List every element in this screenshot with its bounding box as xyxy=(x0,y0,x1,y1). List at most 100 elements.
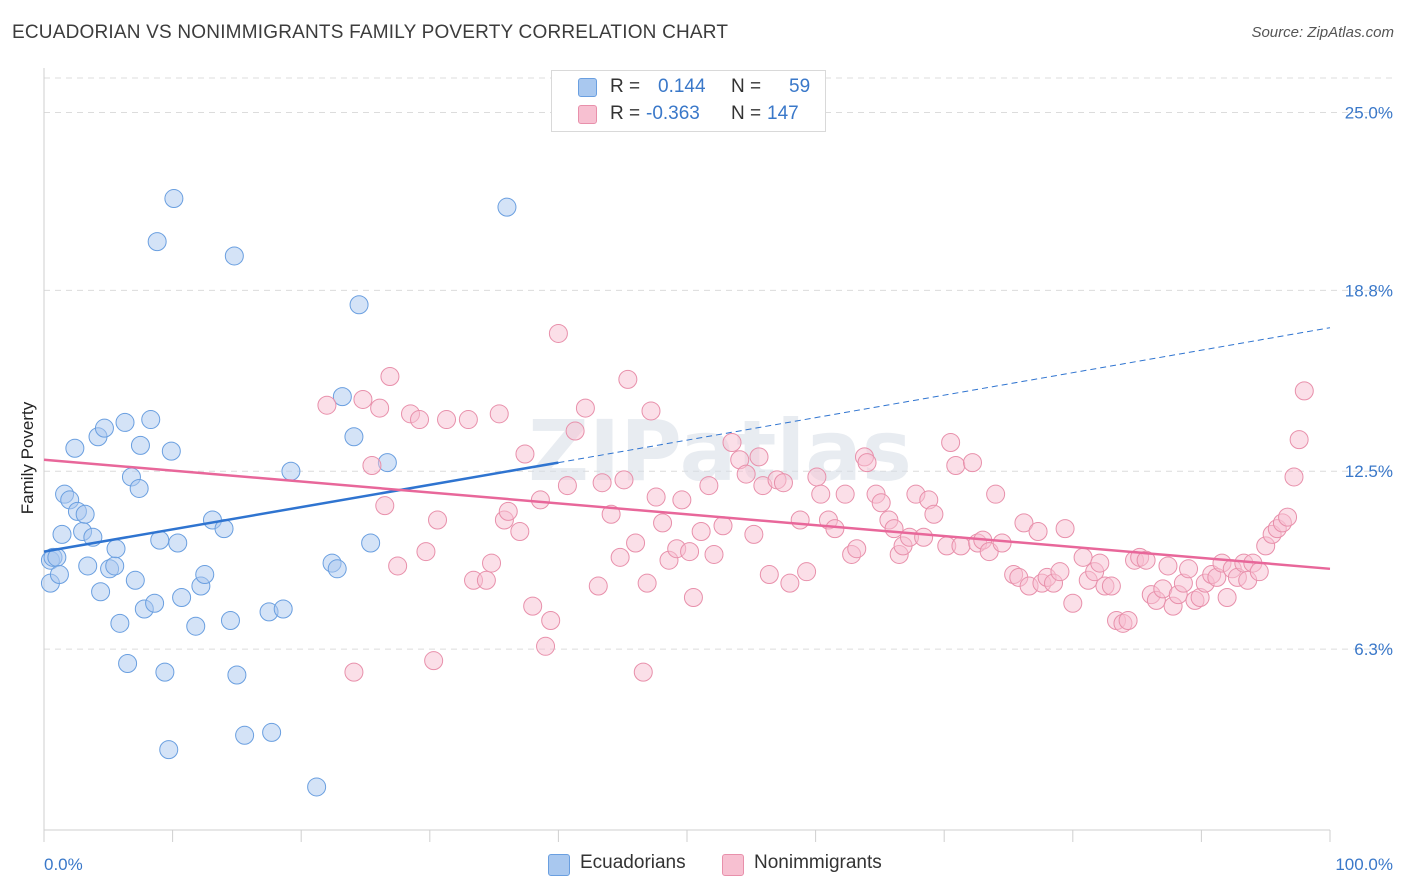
ecuadorian-point xyxy=(65,438,85,458)
ecuadorian-point xyxy=(91,582,111,602)
ecuadorian-point xyxy=(94,418,114,438)
nonimmigrant-point xyxy=(825,519,845,539)
nonimmigrant-point xyxy=(946,455,966,475)
nonimmigrant-point xyxy=(811,484,831,504)
ecuadorian-point xyxy=(168,533,188,553)
ecuadorian-point xyxy=(155,662,175,682)
ecuadorian-point xyxy=(186,616,206,636)
nonimmigrant-point xyxy=(857,453,877,473)
nonimmigrant-point xyxy=(388,556,408,576)
nonimmigrant-point xyxy=(1101,576,1121,596)
nonimmigrant-point xyxy=(614,470,634,490)
nonimmigrant-point xyxy=(1294,381,1314,401)
ecuadorian-point xyxy=(307,777,327,797)
nonimmigrants-legend-swatch xyxy=(722,854,744,876)
nonimmigrant-point xyxy=(575,398,595,418)
nonimmigrant-point xyxy=(941,433,961,453)
nonimmigrant-point xyxy=(588,576,608,596)
nonimmigrant-point xyxy=(1028,521,1048,541)
ecuadorian-point xyxy=(224,246,244,266)
nonimmigrant-point xyxy=(1217,588,1237,608)
nonimmigrant-point xyxy=(637,573,657,593)
ecuadorian-point xyxy=(118,654,138,674)
nonimmigrant-point xyxy=(380,367,400,387)
ecuadorian-point xyxy=(344,427,364,447)
watermark: ZIPatlas xyxy=(528,402,912,500)
nonimmigrant-point xyxy=(713,516,733,536)
ecuadorians-points xyxy=(40,189,517,797)
nonimmigrant-point xyxy=(992,533,1012,553)
nonimmigrants-swatch xyxy=(578,105,597,124)
nonimmigrant-point xyxy=(1158,556,1178,576)
nonimmigrant-point xyxy=(610,547,630,567)
n-label: N = xyxy=(731,76,762,97)
y-tick-label: 18.8% xyxy=(1345,281,1393,300)
n-value-nonimmigrants: 147 xyxy=(767,103,799,124)
ecuadorian-point xyxy=(262,722,282,742)
ecuadorian-point xyxy=(130,435,150,455)
chart-title: ECUADORIAN VS NONIMMIGRANTS FAMILY POVER… xyxy=(12,22,729,43)
nonimmigrant-point xyxy=(498,501,518,521)
nonimmigrant-point xyxy=(353,389,373,409)
axes xyxy=(43,68,1331,842)
nonimmigrant-point xyxy=(1090,553,1110,573)
nonimmigrant-point xyxy=(1136,550,1156,570)
nonimmigrant-point xyxy=(482,553,502,573)
n-value-ecuadorians: 59 xyxy=(789,76,811,97)
nonimmigrant-point xyxy=(633,662,653,682)
nonimmigrant-point xyxy=(458,410,478,430)
nonimmigrant-point xyxy=(541,610,561,630)
x-tick-label: 100.0% xyxy=(1335,855,1393,874)
ecuadorian-point xyxy=(497,197,517,217)
nonimmigrant-point xyxy=(476,570,496,590)
ecuadorians-legend-swatch xyxy=(548,854,570,876)
ecuadorian-point xyxy=(49,565,69,585)
nonimmigrant-point xyxy=(1063,593,1083,613)
ecuadorian-point xyxy=(377,453,397,473)
nonimmigrant-point xyxy=(510,521,530,541)
ecuadorian-point xyxy=(361,533,381,553)
ecuadorian-point xyxy=(141,410,161,430)
nonimmigrants-trend-line xyxy=(43,458,1331,571)
ecuadorians-trend-extension xyxy=(558,327,1331,464)
nonimmigrant-point xyxy=(744,524,764,544)
nonimmigrant-point xyxy=(565,421,585,441)
ecuadorian-point xyxy=(106,539,126,559)
nonimmigrant-point xyxy=(523,596,543,616)
stats-legend: R = 0.144 N = 59 R = -0.363 N = 147 xyxy=(551,70,826,132)
nonimmigrant-point xyxy=(704,544,724,564)
ecuadorian-point xyxy=(332,387,352,407)
ecuadorian-point xyxy=(115,412,135,432)
nonimmigrant-point xyxy=(924,504,944,524)
nonimmigrant-point xyxy=(914,527,934,547)
nonimmigrant-point xyxy=(548,323,568,343)
ecuadorian-point xyxy=(220,610,240,630)
nonimmigrant-point xyxy=(736,464,756,484)
nonimmigrant-point xyxy=(1014,513,1034,533)
ecuadorian-point xyxy=(349,295,369,315)
nonimmigrant-point xyxy=(646,487,666,507)
nonimmigrant-point xyxy=(1284,467,1304,487)
nonimmigrant-point xyxy=(437,410,457,430)
nonimmigrant-point xyxy=(749,447,769,467)
nonimmigrant-point xyxy=(1289,430,1309,450)
ecuadorian-point xyxy=(145,593,165,613)
nonimmigrant-point xyxy=(986,484,1006,504)
ecuadorian-point xyxy=(78,556,98,576)
nonimmigrant-point xyxy=(759,565,779,585)
nonimmigrant-point xyxy=(362,455,382,475)
nonimmigrant-point xyxy=(951,536,971,556)
nonimmigrant-point xyxy=(410,410,430,430)
x-tick-label: 0.0% xyxy=(44,855,83,874)
ecuadorian-point xyxy=(129,478,149,498)
nonimmigrant-point xyxy=(790,510,810,530)
nonimmigrant-point xyxy=(722,433,742,453)
nonimmigrant-point xyxy=(424,651,444,671)
nonimmigrant-point xyxy=(871,493,891,513)
nonimmigrants-points xyxy=(317,323,1314,682)
nonimmigrant-point xyxy=(780,573,800,593)
nonimmigrant-point xyxy=(515,444,535,464)
ecuadorian-point xyxy=(195,565,215,585)
ecuadorian-point xyxy=(161,441,181,461)
nonimmigrant-point xyxy=(626,533,646,553)
